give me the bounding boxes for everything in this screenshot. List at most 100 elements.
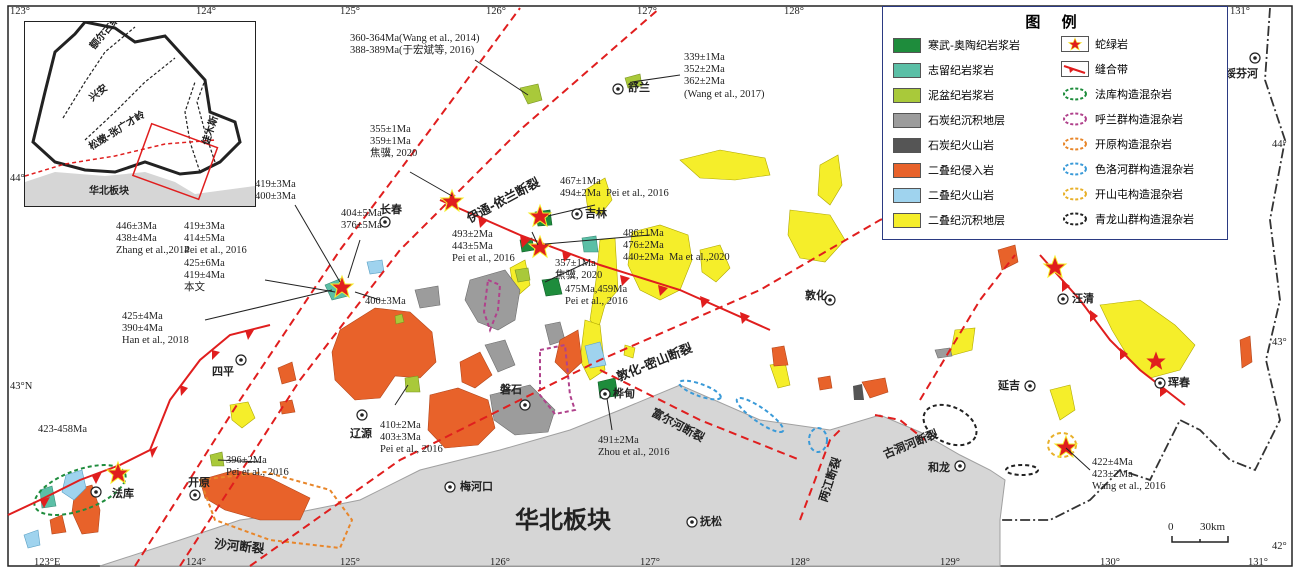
tick-left: 44° — [10, 173, 25, 184]
age-annotation: 467±1Ma 494±2Ma Pei et al., 2016 — [560, 176, 669, 200]
legend-symbol: 法库构造混杂岩 — [1061, 86, 1172, 102]
tick-bottom: 129° — [940, 557, 960, 568]
tick-top: 127° — [637, 6, 657, 17]
city-marker — [599, 388, 611, 400]
tick-bottom: 125° — [340, 557, 360, 568]
city-marker — [1249, 52, 1261, 64]
age-annotation: 425±4Ma 390±4Ma Han et al., 2018 — [122, 311, 189, 347]
city-label-shulan: 舒兰 — [628, 81, 650, 94]
age-annotation: 400±3Ma — [365, 296, 406, 307]
age-annotation: 491±2Ma Zhou et al., 2016 — [598, 435, 670, 459]
city-markers — [90, 52, 1261, 528]
ophiolite-star — [1042, 254, 1068, 279]
scale-zero: 0 — [1168, 521, 1174, 533]
city-marker — [519, 399, 531, 411]
legend-symbol: 色洛河群构造混杂岩 — [1061, 161, 1194, 177]
legend-symbol: 开原构造混杂岩 — [1061, 136, 1172, 152]
legend-swatch — [893, 37, 921, 53]
city-label-wangqing: 汪清 — [1072, 292, 1094, 305]
tick-bottom: 127° — [640, 557, 660, 568]
city-marker — [612, 83, 624, 95]
ophiolite-star — [527, 203, 553, 228]
tick-bottom: 131° — [1248, 557, 1268, 568]
age-annotation: 360-364Ma(Wang et al., 2014) 388-389Ma(于… — [350, 33, 480, 57]
city-label-huadian: 桦甸 — [613, 387, 635, 400]
legend-item: 二叠纪火山岩 — [893, 187, 994, 203]
legend-swatch — [893, 137, 921, 153]
city-label-helong: 和龙 — [928, 461, 950, 474]
melange-kaiyuan-icon — [1063, 137, 1087, 151]
ophiolite-star — [1053, 434, 1079, 459]
legend-item: 寒武-奥陶纪岩浆岩 — [893, 37, 1020, 53]
inset-locator-map: 额尔古纳 兴安 松嫩-张广才岭 佳木斯 华北板块 — [24, 21, 256, 207]
city-label-suifenhe: 绥芬河 — [1225, 67, 1258, 80]
age-annotation: 475Ma,459Ma Pei et al., 2016 — [565, 284, 628, 308]
scale-bar — [1171, 536, 1229, 543]
national-border — [1000, 7, 1286, 521]
tick-top: 131° — [1230, 6, 1250, 17]
age-annotation: 355±1Ma 359±1Ma 焦骥, 2020 — [370, 124, 418, 160]
city-marker — [356, 409, 368, 421]
ophiolite-markers — [105, 188, 1169, 485]
legend-symbol: 青龙山群构造混杂岩 — [1061, 211, 1194, 227]
legend-swatch — [893, 87, 921, 103]
age-annotation: 396±2Ma Pei et al., 2016 — [226, 455, 289, 479]
city-label-yanji: 延吉 — [998, 379, 1020, 392]
tick-right: 44° — [1272, 139, 1287, 150]
city-marker — [1057, 293, 1069, 305]
age-annotation: 419±3Ma 414±5Ma Pei et al., 2016 425±6Ma… — [184, 221, 247, 294]
city-label-kaiyuan: 开原 — [188, 476, 210, 489]
suture-zone — [7, 199, 1186, 516]
tick-right: 42° — [1272, 541, 1287, 552]
city-marker — [235, 354, 247, 366]
tick-top: 125° — [340, 6, 360, 17]
city-label-panshi: 磐石 — [500, 383, 522, 396]
city-marker — [824, 294, 836, 306]
city-marker — [90, 486, 102, 498]
legend-swatch — [893, 62, 921, 78]
inset-label-north-china: 华北板块 — [89, 186, 129, 197]
melange-qinglongshan-icon — [1063, 212, 1087, 226]
carboniferous-volcanic-units — [853, 384, 864, 400]
legend-symbol: 蛇绿岩 — [1061, 36, 1128, 52]
age-annotation: 357±1Ma 焦骥, 2020 — [555, 258, 603, 282]
age-annotation: 446±3Ma 438±4Ma Zhang et al.,2014 — [116, 221, 190, 257]
melange-faku-icon — [1063, 87, 1087, 101]
city-marker — [444, 481, 456, 493]
city-label-liaoyuan: 辽源 — [350, 427, 372, 440]
north-china-block-area — [99, 384, 1006, 567]
tick-top: 126° — [486, 6, 506, 17]
ophiolite-star — [105, 460, 131, 485]
city-marker — [571, 208, 583, 220]
age-annotation: 422±4Ma 423±2Ma Wang et al., 2016 — [1092, 457, 1166, 493]
tick-bottom: 123°E — [34, 557, 61, 568]
tick-bottom: 126° — [490, 557, 510, 568]
city-label-changchun: 长春 — [380, 203, 402, 216]
tick-bottom: 128° — [790, 557, 810, 568]
city-marker — [379, 216, 391, 228]
ophiolite-star — [439, 188, 465, 213]
legend-item: 泥盆纪岩浆岩 — [893, 87, 994, 103]
city-label-hunchun: 珲春 — [1168, 376, 1190, 389]
legend-swatch — [893, 112, 921, 128]
city-marker — [1024, 380, 1036, 392]
legend-swatch — [893, 187, 921, 203]
ophiolite-star — [1143, 348, 1169, 373]
age-annotation: 419±3Ma 400±3Ma — [255, 179, 296, 203]
city-marker — [686, 516, 698, 528]
age-annotation: 486±1Ma 476±2Ma 440±2Ma Ma et al.,2020 — [623, 228, 730, 264]
tick-bottom: 130° — [1100, 557, 1120, 568]
city-label-jilin: 吉林 — [585, 207, 607, 220]
legend-item: 二叠纪侵入岩 — [893, 162, 994, 178]
age-annotation: 493±2Ma 443±5Ma Pei et al., 2016 — [452, 229, 515, 265]
tick-left: 43°N — [10, 381, 33, 392]
legend-swatch — [893, 212, 921, 228]
age-annotation: 404±5Ma 376±5Ma — [341, 208, 382, 232]
ophiolite-star — [329, 274, 355, 299]
devonian-magmatic-units — [209, 73, 643, 467]
tick-bottom: 124° — [186, 557, 206, 568]
city-label-dunhua: 敦化 — [805, 289, 827, 302]
tick-top: 124° — [196, 6, 216, 17]
city-label-faku: 法库 — [112, 487, 134, 500]
